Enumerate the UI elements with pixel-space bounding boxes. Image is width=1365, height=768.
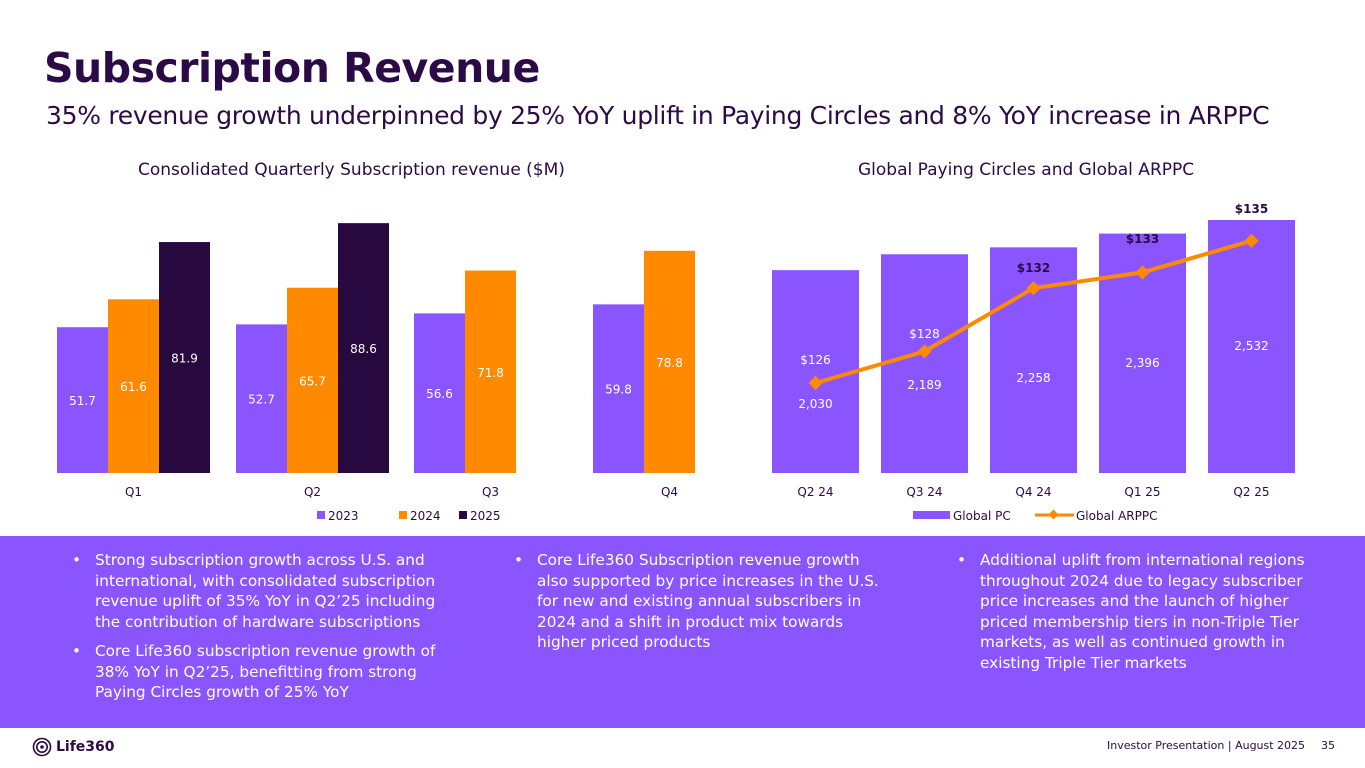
life360-logo-icon: [32, 737, 52, 757]
bar-2024-Q1: [108, 299, 159, 473]
bar-label-2024-Q4: 78.8: [656, 356, 683, 370]
arppc-label: $126: [800, 353, 831, 367]
bar-label-2023-Q1: 51.7: [69, 394, 96, 408]
paying-circles-chart-title: Global Paying Circles and Global ARPPC: [858, 160, 1195, 180]
bullet-item: Core Life360 subscription revenue growth…: [68, 641, 448, 703]
bar-label-global-pc: 2,258: [1016, 371, 1050, 385]
bar-2024-Q4: [644, 250, 695, 473]
x-tick-label: Q2: [304, 485, 321, 499]
bar-2025-Q1: [159, 242, 210, 473]
bar-label-2025-Q2: 88.6: [350, 342, 377, 356]
bar-global-pc-Q2-25: [1208, 220, 1295, 473]
legend-marker-arppc: [1048, 509, 1059, 520]
legend-label-2025: 2025: [470, 509, 501, 523]
legend-swatch-global-pc: [913, 511, 950, 519]
x-tick-label: Q4: [661, 485, 678, 499]
bar-global-pc-Q3-24: [881, 254, 968, 473]
arppc-label: $133: [1126, 232, 1159, 246]
legend-swatch-2025: [459, 511, 467, 519]
x-tick-label: Q2 25: [1233, 485, 1269, 499]
page-number: 35: [1321, 739, 1335, 752]
bar-label-global-pc: 2,030: [798, 397, 832, 411]
x-tick-label: Q2 24: [797, 485, 833, 499]
bar-label-2024-Q3: 71.8: [477, 366, 504, 380]
x-tick-label: Q1 25: [1124, 485, 1160, 499]
bar-label-global-pc: 2,396: [1125, 356, 1159, 370]
revenue-chart-title: Consolidated Quarterly Subscription reve…: [138, 160, 565, 180]
life360-logo: Life360: [32, 737, 115, 757]
arppc-point: [1244, 233, 1259, 248]
bar-2023-Q4: [593, 304, 644, 473]
arppc-point: [1135, 265, 1150, 280]
bullet-item: Core Life360 Subscription revenue growth…: [510, 550, 890, 653]
arppc-label: $128: [909, 327, 940, 341]
arppc-point: [1026, 281, 1041, 296]
bar-global-pc-Q2-24: [772, 270, 859, 473]
bullet-item: Additional uplift from international reg…: [953, 550, 1333, 673]
commentary-column-1: Strong subscription growth across U.S. a…: [68, 550, 448, 712]
legend-label-2024: 2024: [410, 509, 441, 523]
legend-label-arppc: Global ARPPC: [1076, 509, 1158, 523]
bar-label-global-pc: 2,532: [1234, 339, 1268, 353]
bar-2024-Q3: [465, 270, 516, 473]
bar-2023-Q3: [414, 313, 465, 473]
bar-label-2024-Q2: 65.7: [299, 374, 326, 388]
bar-2024-Q2: [287, 287, 338, 473]
bar-label-2023-Q3: 56.6: [426, 387, 453, 401]
logo-text: Life360: [56, 739, 115, 755]
paying-circles-chart: 2,030 Q2 24 2,189 Q3 24 2,258 Q4 24 2,396 Q1 25…: [772, 202, 1295, 523]
bar-label-global-pc: 2,189: [907, 378, 941, 392]
bar-2023-Q1: [57, 327, 108, 473]
x-tick-label: Q1: [125, 485, 142, 499]
legend-swatch-2024: [399, 511, 407, 519]
legend-swatch-2023: [317, 511, 325, 519]
bullet-item: Strong subscription growth across U.S. a…: [68, 550, 448, 632]
page-title: Subscription Revenue: [44, 44, 540, 92]
footer-text: Investor Presentation | August 2025: [1107, 739, 1306, 752]
arppc-point: [917, 344, 932, 359]
arppc-label: $132: [1017, 261, 1050, 275]
x-tick-label: Q4 24: [1015, 485, 1051, 499]
x-tick-label: Q3: [482, 485, 499, 499]
arppc-label: $135: [1235, 202, 1268, 216]
commentary-column-2: Core Life360 Subscription revenue growth…: [510, 550, 890, 662]
page-subtitle: 35% revenue growth underpinned by 25% Yo…: [46, 101, 1270, 130]
bar-2025-Q2: [338, 223, 389, 473]
arppc-point: [808, 375, 823, 391]
commentary-column-3: Additional uplift from international reg…: [953, 550, 1333, 682]
legend-label-2023: 2023: [328, 509, 359, 523]
legend-label-global-pc: Global PC: [953, 509, 1011, 523]
bar-label-2023-Q4: 59.8: [605, 383, 632, 397]
revenue-bar-chart: 51.7 61.6 81.9 Q1 52.7 65.7 88.6 Q2 56.6 71.8 Q3 59…: [57, 223, 695, 523]
bar-label-2023-Q2: 52.7: [248, 393, 275, 407]
bar-2023-Q2: [236, 324, 287, 473]
bar-label-2024-Q1: 61.6: [120, 380, 147, 394]
bar-label-2025-Q1: 81.9: [171, 352, 198, 366]
x-tick-label: Q3 24: [906, 485, 942, 499]
